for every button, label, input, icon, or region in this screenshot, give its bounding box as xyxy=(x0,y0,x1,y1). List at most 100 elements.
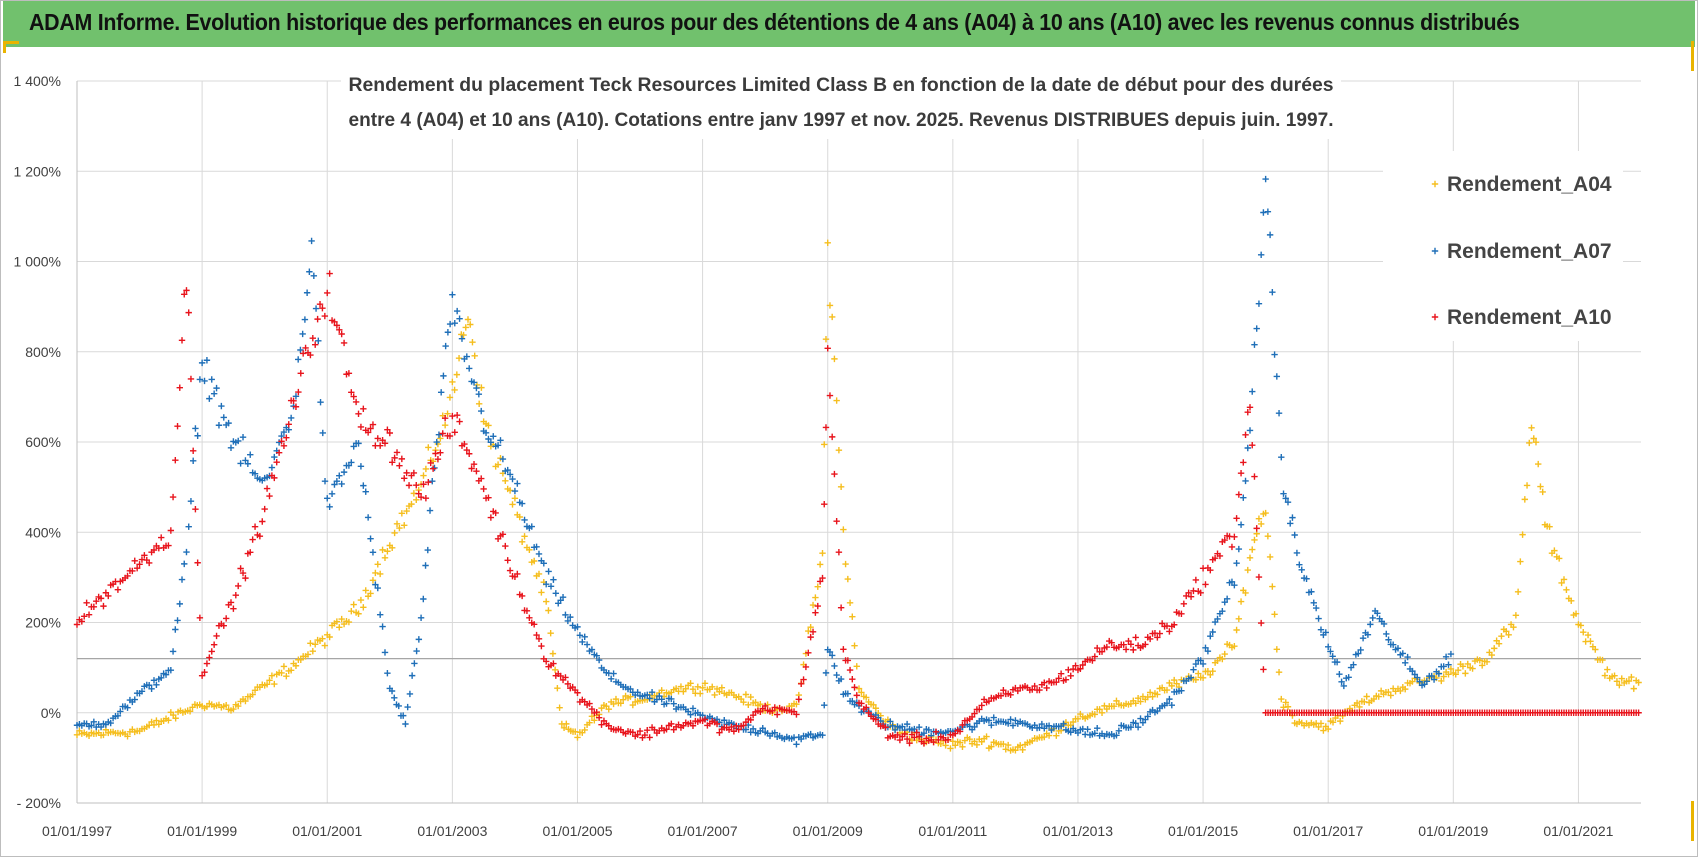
legend-box xyxy=(1383,151,1623,341)
data-point xyxy=(1221,599,1228,606)
data-point xyxy=(535,635,543,643)
data-point xyxy=(1327,648,1334,655)
data-point xyxy=(321,642,329,649)
data-point xyxy=(1190,666,1197,673)
data-point xyxy=(1445,661,1452,668)
data-point xyxy=(521,533,528,540)
data-point xyxy=(1146,635,1154,643)
data-point xyxy=(1483,658,1491,665)
data-point xyxy=(1510,623,1517,631)
data-point xyxy=(413,481,420,489)
data-point xyxy=(935,736,942,744)
data-point xyxy=(324,289,331,297)
data-point xyxy=(1154,634,1161,641)
x-tick-label: 01/01/2009 xyxy=(793,823,863,839)
data-point xyxy=(1249,388,1256,395)
data-point xyxy=(172,715,179,722)
data-point xyxy=(176,384,183,391)
data-point xyxy=(814,583,821,590)
data-point xyxy=(348,608,355,615)
data-point xyxy=(891,726,899,734)
data-point xyxy=(793,741,800,748)
data-point xyxy=(1340,682,1348,690)
data-point xyxy=(425,444,432,451)
data-point xyxy=(1356,703,1363,711)
data-point xyxy=(840,646,847,653)
data-point xyxy=(206,654,213,661)
data-point xyxy=(1278,695,1285,703)
data-point xyxy=(360,482,367,489)
data-point xyxy=(530,557,538,565)
data-point xyxy=(1130,646,1137,654)
data-point xyxy=(90,603,98,611)
data-point xyxy=(968,713,976,721)
data-point xyxy=(319,305,326,312)
data-point xyxy=(1122,646,1130,653)
data-point xyxy=(393,449,401,456)
data-point xyxy=(759,725,766,732)
data-point xyxy=(198,672,206,679)
data-point xyxy=(362,587,369,594)
data-point xyxy=(1431,247,1439,255)
data-point xyxy=(456,418,463,425)
data-point xyxy=(1315,723,1322,731)
data-point xyxy=(1587,638,1594,645)
data-point xyxy=(1310,599,1317,607)
data-point xyxy=(835,548,843,556)
data-point xyxy=(497,437,504,444)
x-tick-label: 01/01/2013 xyxy=(1043,823,1113,839)
data-point xyxy=(556,704,563,711)
data-point xyxy=(266,492,273,500)
data-point xyxy=(663,726,670,733)
x-tick-label: 01/01/2015 xyxy=(1168,823,1238,839)
data-point xyxy=(1350,661,1357,668)
y-tick-label: 200% xyxy=(25,615,61,631)
data-point xyxy=(819,574,826,582)
data-point xyxy=(453,307,461,315)
data-point xyxy=(485,422,492,429)
data-point xyxy=(237,565,244,572)
data-point xyxy=(1038,720,1046,728)
data-point xyxy=(1273,646,1281,653)
data-point xyxy=(136,561,143,568)
data-point xyxy=(439,430,446,437)
data-point xyxy=(1296,561,1303,568)
data-point xyxy=(440,372,447,380)
data-point xyxy=(485,435,492,443)
data-point xyxy=(687,711,694,718)
data-point xyxy=(903,720,911,728)
data-point xyxy=(1260,209,1267,216)
data-point xyxy=(915,733,923,740)
data-point xyxy=(1209,667,1216,675)
data-point xyxy=(1098,709,1106,716)
data-point xyxy=(550,576,557,583)
data-point xyxy=(617,700,624,707)
data-point xyxy=(828,313,836,321)
data-point xyxy=(1428,672,1435,680)
data-point xyxy=(1231,533,1238,541)
data-point xyxy=(235,437,242,445)
data-point xyxy=(1611,672,1618,679)
data-point xyxy=(574,623,581,631)
data-point xyxy=(849,613,856,620)
data-point xyxy=(1166,695,1173,703)
data-point xyxy=(417,614,425,622)
data-point xyxy=(648,688,656,696)
data-point xyxy=(73,731,81,739)
data-point xyxy=(1127,723,1135,731)
data-point xyxy=(453,371,461,378)
data-point xyxy=(333,322,341,329)
data-point xyxy=(1377,687,1385,695)
data-point xyxy=(1251,341,1258,348)
data-point xyxy=(1000,740,1007,748)
data-point xyxy=(1271,611,1278,618)
legend-entry: Rendement_A04 xyxy=(1447,173,1612,196)
data-point xyxy=(381,649,389,656)
data-point xyxy=(1237,469,1245,477)
data-point xyxy=(83,599,90,607)
data-point xyxy=(446,320,454,328)
data-point xyxy=(333,478,341,485)
data-point xyxy=(504,466,511,474)
data-point xyxy=(1163,686,1171,694)
